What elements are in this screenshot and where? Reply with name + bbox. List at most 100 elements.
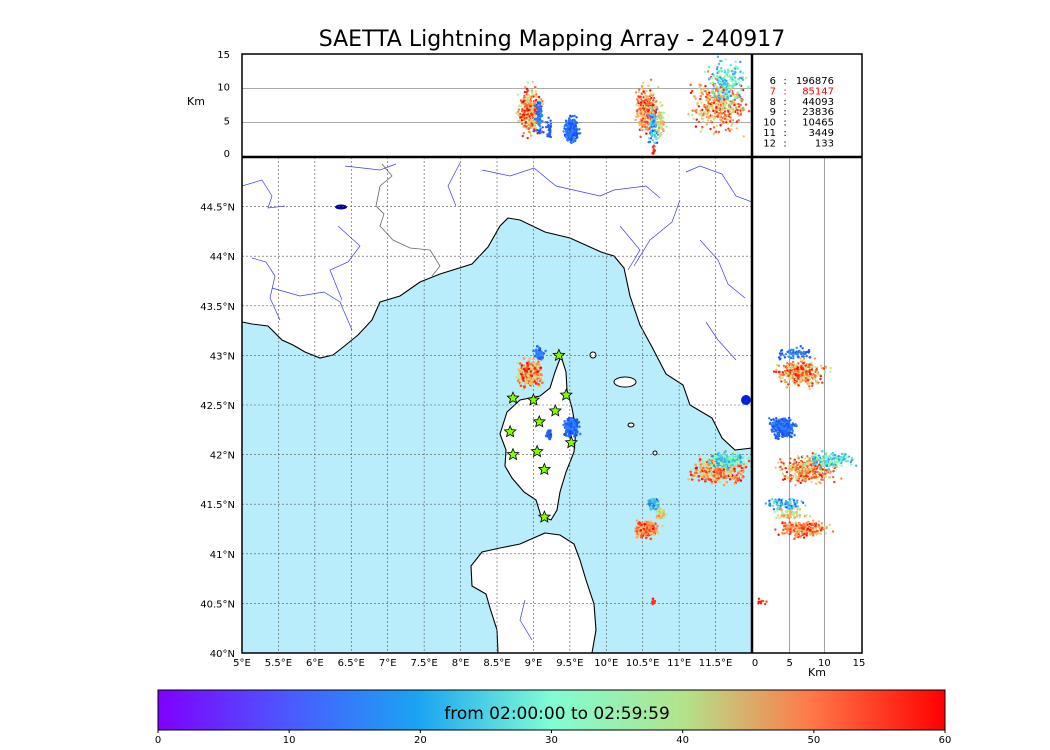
top-lightning-point <box>702 120 705 123</box>
right-lightning-point <box>838 461 841 464</box>
top-lightning-point <box>657 121 660 124</box>
top-lightning-point <box>646 108 649 112</box>
top-lightning-point <box>721 108 724 112</box>
top-lightning-point <box>716 78 719 82</box>
map-lightning-point <box>515 376 518 379</box>
right-lightning-point <box>804 530 807 533</box>
right-lightning-point <box>796 505 800 508</box>
right-lightning-point <box>808 522 812 526</box>
top-lightning-point <box>718 74 722 77</box>
right-lightning-point <box>799 378 802 382</box>
right-lightning-point <box>778 429 782 432</box>
right-lightning-point <box>791 425 794 428</box>
top-lightning-point <box>572 137 576 140</box>
right-lightning-point <box>772 424 775 428</box>
top-lightning-point <box>729 63 732 67</box>
top-lightning-point <box>739 60 742 64</box>
top-lightning-point <box>535 93 538 96</box>
top-lightning-point <box>737 119 740 122</box>
right-lightning-point <box>774 436 777 440</box>
right-lightning-point <box>817 520 821 523</box>
right-lightning-point <box>812 453 816 457</box>
right-lightning-point <box>832 457 836 460</box>
top-lightning-point <box>705 91 708 95</box>
top-lightning-point <box>574 132 578 135</box>
map-lightning-point <box>563 419 566 423</box>
map-lightning-point <box>538 375 541 378</box>
right-lightning-point <box>791 378 794 381</box>
top-lightning-point <box>715 106 718 109</box>
map-lightning-point <box>722 476 726 479</box>
map-lightning-point <box>691 476 694 479</box>
map-lightning-point <box>734 463 737 466</box>
top-lightning-point <box>725 72 728 75</box>
top-lightning-point <box>731 78 734 81</box>
map-lightning-point <box>574 426 578 430</box>
right-lightning-point <box>819 529 823 532</box>
top-lightning-point <box>731 84 734 88</box>
top-lightning-point <box>720 67 723 70</box>
right-lightning-point <box>805 468 809 471</box>
map-lightning-point <box>710 481 714 485</box>
right-lightning-point <box>815 463 819 466</box>
top-lightning-point <box>698 113 701 116</box>
rivers <box>242 162 752 641</box>
top-lightning-point <box>706 114 709 118</box>
top-lightning-point <box>745 76 748 80</box>
map-lightning-point <box>562 423 565 427</box>
map-lightning-point <box>665 513 668 516</box>
top-lightning-point <box>716 115 719 119</box>
map-lightning-point <box>524 369 528 372</box>
map-lightning-point <box>727 464 731 467</box>
top-lightning-point <box>570 120 573 124</box>
lat-tick-label: 42°N <box>210 451 235 462</box>
right-panel-gridlines <box>789 157 825 653</box>
right-lightning-point <box>815 474 818 477</box>
right-lightning-point <box>804 522 807 525</box>
top-lightning-point <box>718 97 721 100</box>
top-lightning-point <box>523 103 526 106</box>
top-lightning-point <box>527 125 531 128</box>
map-lightning-point <box>573 435 577 438</box>
map-lightning-point <box>717 460 721 463</box>
top-lightning-point <box>723 103 727 107</box>
right-lightning-point <box>813 357 816 360</box>
right-lightning-point <box>790 523 793 527</box>
top-lightning-point <box>654 100 658 104</box>
top-lightning-point <box>643 92 647 95</box>
map-lightning-point <box>706 468 710 472</box>
station-star-icon <box>559 388 573 401</box>
right-lightning-point <box>799 357 802 360</box>
map-lightning-point <box>639 529 643 532</box>
right-lightning-point <box>811 365 814 369</box>
top-lightning-point <box>658 124 662 128</box>
right-lightning-point <box>824 366 827 369</box>
map-lightning-point <box>704 470 708 474</box>
map-lightning-point <box>651 602 655 606</box>
right-lightning-point <box>825 464 829 467</box>
top-lightning-point <box>725 81 728 84</box>
top-lightning-point <box>529 105 533 108</box>
top-lightning-point <box>726 97 730 100</box>
top-lightning-point <box>575 116 578 119</box>
map-lightning-point <box>644 530 648 534</box>
right-lightning-point <box>780 429 784 432</box>
top-lightning-point <box>527 121 530 125</box>
top-lightning-point <box>711 81 715 84</box>
top-lightning-point <box>723 110 727 113</box>
top-lightning-point <box>549 122 553 125</box>
top-lightning-point <box>526 107 529 111</box>
station-star-icon <box>503 424 517 438</box>
top-lightning-point <box>712 132 715 136</box>
right-lightning-points <box>757 345 858 606</box>
map-lightning-point <box>635 530 639 533</box>
right-lightning-point <box>811 375 815 378</box>
top-lightning-point <box>711 116 715 119</box>
map-lightning-point <box>521 377 525 380</box>
top-lightning-point <box>642 81 645 85</box>
right-lightning-point <box>809 532 812 535</box>
stat-row-station-count: 9 <box>770 107 776 118</box>
right-lightning-point <box>844 453 847 456</box>
